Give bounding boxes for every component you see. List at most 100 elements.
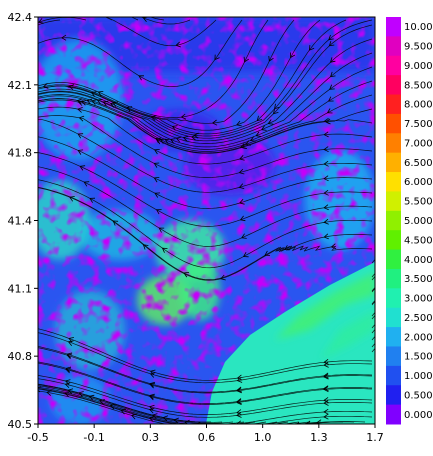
- streamline-arrow: [326, 108, 333, 114]
- streamline-arrow: [66, 352, 73, 359]
- colorbar-swatch: [386, 36, 401, 57]
- streamline-arrow: [184, 419, 190, 424]
- y-tick-label: 41.4: [8, 215, 33, 228]
- streamline: [38, 346, 373, 393]
- streamline-arrow: [148, 416, 155, 422]
- streamline-arrow: [81, 99, 87, 106]
- x-tick-label: 0.6: [198, 431, 216, 444]
- colorbar-label: 6.000: [404, 177, 433, 188]
- streamline: [149, 17, 165, 21]
- colorbar-label: 2.500: [404, 313, 433, 324]
- streamline: [38, 332, 373, 384]
- streamline-arrow: [239, 155, 245, 161]
- streamline-arrow: [264, 250, 271, 256]
- streamline-arrow: [327, 96, 334, 102]
- streamline-arrow: [323, 117, 330, 124]
- streamline-arrow: [79, 165, 86, 171]
- x-tick-label: -0.1: [83, 431, 104, 444]
- colorbar-label: 0.500: [404, 390, 433, 401]
- streamline: [38, 166, 373, 247]
- streamline-arrow: [210, 423, 212, 424]
- streamline: [38, 347, 373, 394]
- streamline-arrow: [237, 426, 242, 431]
- streamline-arrow: [272, 108, 279, 115]
- streamline-arrow: [323, 175, 329, 182]
- streamline: [273, 421, 289, 424]
- colorbar-swatch: [386, 288, 401, 309]
- streamline-arrow: [102, 100, 109, 107]
- colorbar-label: 1.500: [404, 352, 433, 363]
- streamline-arrow: [183, 272, 190, 278]
- streamline-arrow: [98, 17, 99, 18]
- streamline: [38, 152, 373, 227]
- streamline-arrow: [158, 227, 165, 233]
- streamline-arrow: [268, 55, 274, 62]
- streamline-arrow: [236, 374, 243, 381]
- streamline-arrow: [64, 379, 71, 385]
- streamline-arrow: [256, 115, 263, 122]
- streamline-arrow: [173, 417, 179, 424]
- streamline-arrow: [323, 413, 329, 420]
- colorbar-swatch: [386, 404, 401, 425]
- streamline-arrow: [238, 198, 245, 205]
- streamline: [291, 421, 311, 424]
- streamline-arrow: [211, 119, 218, 126]
- streamline: [371, 328, 375, 334]
- streamline: [38, 388, 373, 424]
- streamline: [371, 287, 375, 293]
- streamline-arrow: [260, 125, 267, 131]
- streamline-arrow: [76, 98, 83, 105]
- streamline-arrow: [330, 243, 337, 250]
- streamline-arrow: [67, 340, 74, 346]
- streamline-arrow: [245, 140, 251, 146]
- streamline-arrow: [162, 415, 169, 422]
- colorbar-label: 0.000: [404, 410, 433, 421]
- streamline-arrow: [239, 215, 246, 222]
- streamline: [371, 299, 375, 305]
- streamline: [266, 415, 373, 424]
- streamline: [38, 388, 256, 424]
- streamline: [371, 286, 375, 292]
- streamline-arrow: [149, 369, 156, 376]
- streamline-arrow: [154, 192, 161, 198]
- streamline-arrow: [88, 394, 95, 401]
- streamline-arrow: [193, 132, 199, 139]
- streamline-arrow: [77, 133, 84, 139]
- streamline-arrow: [61, 34, 67, 41]
- colorbar-swatch: [386, 385, 401, 406]
- streamline-arrow: [196, 421, 201, 424]
- streamline-arrow: [64, 382, 71, 388]
- streamline-arrow: [323, 408, 329, 415]
- streamline-arrow: [220, 274, 226, 281]
- streamline-arrow: [112, 220, 119, 226]
- x-axis: -0.5 -0.1 0.3 0.6 1.0 1.3 1.7: [27, 424, 384, 444]
- y-tick-label: 42.4: [8, 11, 33, 24]
- streamline-arrow: [78, 391, 84, 397]
- streamline-arrow: [109, 403, 116, 410]
- streamline-arrow: [148, 407, 155, 414]
- streamline-arrow: [138, 75, 144, 81]
- streamline-arrow: [236, 120, 242, 127]
- streamline-arrow: [214, 54, 220, 61]
- streamline-arrow: [155, 137, 161, 144]
- streamline-arrow: [323, 373, 329, 380]
- streamline: [371, 311, 375, 317]
- streamline-arrow: [156, 139, 163, 145]
- y-axis: 42.4 42.1 41.8 41.4 41.1 40.8 40.5: [8, 11, 38, 431]
- streamline-arrow: [149, 393, 155, 400]
- colorbar-swatch: [386, 307, 401, 328]
- streamline: [38, 179, 373, 269]
- streamline-arrow: [329, 57, 336, 63]
- streamline-arrow: [154, 149, 160, 155]
- streamline-arrow: [236, 412, 242, 418]
- streamline: [38, 361, 373, 404]
- streamline: [38, 115, 373, 178]
- colorbar-label: 10.00: [404, 22, 433, 33]
- streamline-arrow: [323, 218, 329, 225]
- colorbar-swatch: [386, 210, 401, 231]
- streamline-arrow: [236, 377, 243, 383]
- streamline: [105, 17, 217, 47]
- streamline-arrow: [164, 138, 171, 144]
- streamline-arrow: [255, 131, 262, 137]
